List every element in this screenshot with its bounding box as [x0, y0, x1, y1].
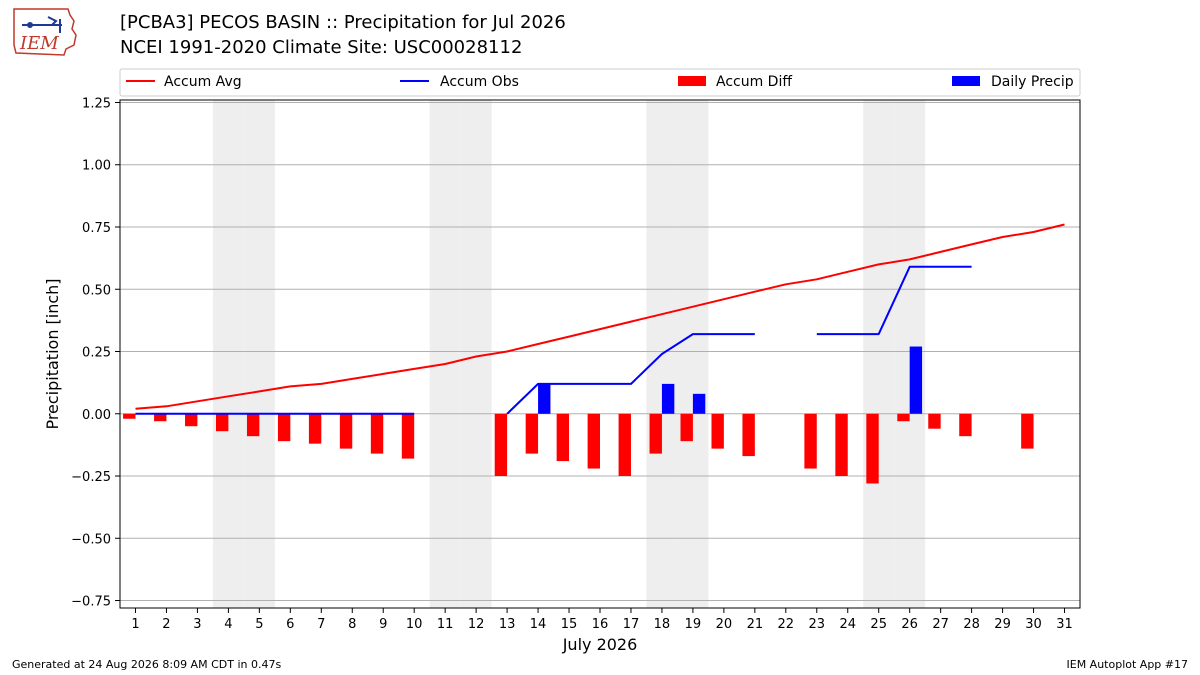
x-tick-label: 19 — [685, 617, 702, 632]
y-tick-label: −0.25 — [71, 470, 111, 485]
x-tick-label: 4 — [224, 617, 232, 632]
series-lines — [135, 223, 1065, 415]
diff-bar — [649, 413, 662, 454]
accum-avg-line — [135, 223, 1065, 410]
accum-obs-line — [506, 333, 755, 415]
x-tick-label: 8 — [348, 617, 356, 632]
y-tick-label: 0.75 — [82, 221, 111, 236]
daily-precip-bar — [909, 346, 923, 414]
x-tick-label: 2 — [162, 617, 170, 632]
weekend-band-4 — [212, 100, 244, 608]
diff-bar — [216, 413, 229, 432]
y-axis-title: Precipitation [inch] — [43, 278, 62, 429]
diff-bar — [154, 413, 167, 422]
logo-text: IEM — [19, 33, 59, 54]
legend-label-accum-obs: Accum Obs — [440, 74, 519, 90]
diff-bar — [866, 413, 879, 484]
diff-bar — [1021, 413, 1034, 449]
daily-precip-bar — [661, 383, 675, 414]
y-tick-label: 1.00 — [82, 159, 111, 174]
diff-bar — [835, 413, 848, 477]
iem-logo: IEM — [13, 8, 77, 56]
weekend-band-11 — [429, 100, 461, 608]
diff-bar — [556, 413, 570, 462]
legend: Accum Avg Accum Obs Accum Diff Daily Pre… — [119, 68, 1081, 97]
diff-bar — [525, 413, 539, 454]
diff-bar — [185, 413, 198, 427]
legend-box — [119, 68, 1081, 97]
x-tick-label: 11 — [437, 617, 454, 632]
x-tick-label: 21 — [747, 617, 764, 632]
legend-label-accum-avg: Accum Avg — [164, 74, 242, 90]
axis-ticks: 1.25 1.00 0.75 0.50 0.25 0.00 −0.25 −0.50 −0.75 1… — [71, 96, 1073, 632]
weekend-band-25 — [863, 100, 895, 608]
diff-bar — [742, 413, 755, 457]
accum-obs-line — [816, 265, 972, 336]
diff-bar — [401, 413, 415, 459]
diff-bar — [494, 413, 508, 477]
legend-swatch-accum-diff — [678, 76, 706, 86]
diff-bar — [277, 413, 291, 442]
diff-bar — [928, 413, 941, 429]
x-tick-label: 14 — [530, 617, 547, 632]
bars — [123, 346, 1034, 484]
x-tick-label: 29 — [994, 617, 1011, 632]
diff-bar — [804, 413, 817, 469]
x-tick-label: 10 — [406, 617, 423, 632]
x-tick-label: 3 — [193, 617, 201, 632]
footer-app: IEM Autoplot App #17 — [1066, 658, 1189, 671]
diff-bar — [339, 413, 353, 449]
x-tick-label: 24 — [839, 617, 856, 632]
y-tick-label: 0.25 — [82, 346, 111, 361]
footer-generated: Generated at 24 Aug 2026 8:09 AM CDT in … — [12, 658, 282, 671]
chart-subtitle: NCEI 1991-2020 Climate Site: USC00028112 — [120, 37, 523, 58]
x-tick-label: 30 — [1025, 617, 1042, 632]
diff-bar — [680, 413, 693, 442]
x-tick-label: 7 — [317, 617, 325, 632]
diff-bar — [618, 413, 631, 477]
diff-bar — [959, 413, 972, 437]
y-tick-label: 1.25 — [82, 96, 111, 111]
x-tick-label: 23 — [809, 617, 826, 632]
x-tick-label: 13 — [499, 617, 516, 632]
weekend-band-19 — [677, 100, 709, 608]
diff-bar — [370, 413, 384, 454]
x-tick-label: 27 — [932, 617, 949, 632]
x-tick-label: 20 — [716, 617, 733, 632]
chart-title: [PCBA3] PECOS BASIN :: Precipitation for… — [120, 12, 566, 33]
legend-label-accum-diff: Accum Diff — [716, 74, 792, 90]
x-tick-label: 1 — [131, 617, 139, 632]
daily-precip-bar — [538, 383, 551, 414]
x-tick-label: 17 — [623, 617, 640, 632]
y-tick-label: −0.75 — [71, 595, 111, 610]
diff-bar — [308, 413, 322, 444]
legend-swatch-daily-precip — [952, 76, 980, 86]
x-tick-label: 18 — [654, 617, 671, 632]
diff-bar — [897, 413, 910, 422]
diff-bar — [711, 413, 724, 449]
x-tick-label: 5 — [255, 617, 263, 632]
x-axis-title: July 2026 — [562, 635, 638, 654]
diff-bar — [587, 413, 600, 469]
x-tick-label: 25 — [870, 617, 887, 632]
weekend-band-5 — [243, 100, 275, 608]
weekend-shading — [212, 100, 926, 608]
x-tick-label: 6 — [286, 617, 294, 632]
x-tick-label: 15 — [561, 617, 578, 632]
x-tick-label: 22 — [778, 617, 795, 632]
x-tick-label: 28 — [963, 617, 980, 632]
diff-bar — [246, 413, 260, 437]
legend-label-daily-precip: Daily Precip — [991, 74, 1074, 90]
x-tick-label: 9 — [379, 617, 387, 632]
x-tick-label: 31 — [1056, 617, 1073, 632]
y-tick-label: 0.00 — [82, 408, 111, 423]
x-tick-label: 12 — [468, 617, 485, 632]
y-tick-label: 0.50 — [82, 283, 111, 298]
daily-precip-bar — [692, 393, 706, 414]
diff-bar — [123, 413, 136, 419]
x-tick-label: 16 — [592, 617, 609, 632]
x-tick-label: 26 — [901, 617, 918, 632]
y-tick-label: −0.50 — [71, 532, 111, 547]
